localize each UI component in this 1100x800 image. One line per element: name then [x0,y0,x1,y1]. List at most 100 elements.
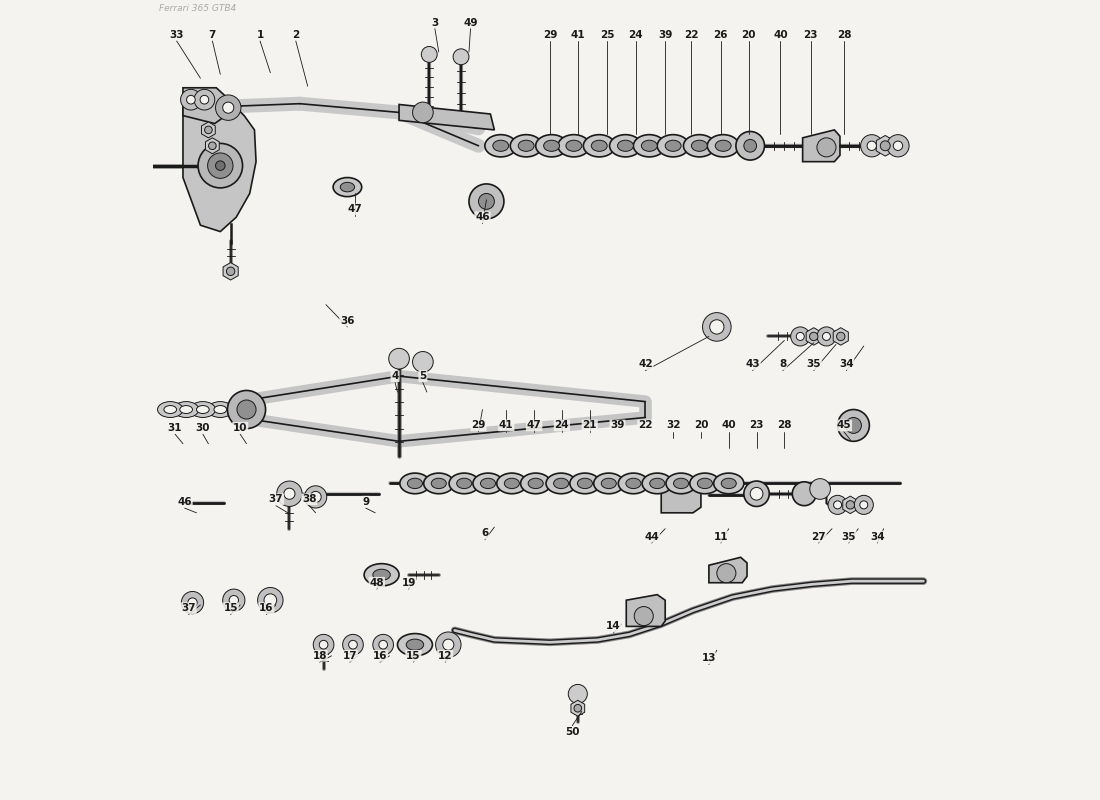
Ellipse shape [497,473,527,494]
Circle shape [378,640,387,649]
Ellipse shape [536,134,568,157]
Text: 18: 18 [312,651,327,661]
Ellipse shape [208,402,233,418]
Text: 50: 50 [565,727,580,737]
Ellipse shape [715,140,732,151]
Circle shape [837,332,845,341]
Ellipse shape [431,478,447,489]
Ellipse shape [673,478,689,489]
Ellipse shape [481,478,496,489]
Circle shape [469,184,504,219]
Text: 11: 11 [714,532,728,542]
Text: 25: 25 [600,30,615,39]
Ellipse shape [493,140,508,151]
Polygon shape [183,100,256,231]
Polygon shape [843,496,858,514]
Text: 37: 37 [268,494,283,504]
Ellipse shape [683,134,715,157]
Ellipse shape [609,134,641,157]
Polygon shape [223,262,239,280]
Text: 20: 20 [694,421,708,430]
Text: 39: 39 [610,421,625,430]
Text: 46: 46 [177,497,191,506]
Text: 5: 5 [419,371,427,381]
Ellipse shape [602,478,616,489]
Text: 13: 13 [702,653,716,663]
Circle shape [205,126,212,134]
Text: 36: 36 [340,315,354,326]
Ellipse shape [406,639,424,650]
Circle shape [187,95,195,104]
Circle shape [222,589,245,611]
Ellipse shape [190,402,216,418]
Text: 6: 6 [481,529,488,538]
Circle shape [182,591,204,614]
Circle shape [791,327,810,346]
Text: 41: 41 [571,30,585,39]
Ellipse shape [510,134,542,157]
Text: 28: 28 [777,421,792,430]
Ellipse shape [666,140,681,151]
Circle shape [349,640,358,649]
Ellipse shape [666,473,696,494]
Polygon shape [833,328,848,345]
Ellipse shape [456,478,472,489]
Ellipse shape [174,402,199,418]
Circle shape [188,598,197,607]
Circle shape [180,90,201,110]
Text: 26: 26 [714,30,728,39]
Text: 43: 43 [746,359,760,370]
Circle shape [373,634,394,655]
Text: Ferrari 365 GTB4: Ferrari 365 GTB4 [160,4,236,14]
Text: 33: 33 [169,30,184,39]
Circle shape [834,501,842,509]
Ellipse shape [626,478,641,489]
Ellipse shape [658,134,689,157]
Circle shape [574,705,582,712]
Text: 38: 38 [302,494,317,504]
Text: 37: 37 [182,603,196,613]
Circle shape [208,153,233,178]
Circle shape [635,606,653,626]
Circle shape [750,487,763,500]
Ellipse shape [504,478,519,489]
Ellipse shape [618,473,649,494]
Circle shape [227,267,234,275]
Circle shape [200,95,209,104]
Text: 47: 47 [527,421,541,430]
Polygon shape [571,700,585,716]
Circle shape [412,351,433,372]
Circle shape [222,102,234,114]
Circle shape [855,495,873,514]
Text: 22: 22 [684,30,699,39]
Circle shape [305,486,327,508]
Circle shape [229,595,239,605]
Polygon shape [877,135,894,156]
Text: 16: 16 [260,603,274,613]
Circle shape [817,327,836,346]
Ellipse shape [634,134,665,157]
Circle shape [198,143,243,188]
Circle shape [236,400,256,419]
Circle shape [710,320,724,334]
Circle shape [837,410,869,442]
Circle shape [860,501,868,509]
Circle shape [453,49,469,65]
Polygon shape [201,122,216,138]
Text: 35: 35 [842,532,856,542]
Text: 15: 15 [406,651,420,661]
Circle shape [817,138,836,157]
Ellipse shape [697,478,713,489]
Text: 40: 40 [722,421,736,430]
Circle shape [343,634,363,655]
Text: 41: 41 [499,421,514,430]
Ellipse shape [578,478,593,489]
Text: 30: 30 [196,423,210,433]
Ellipse shape [197,406,209,414]
Circle shape [412,102,433,122]
Text: 21: 21 [583,421,597,430]
Circle shape [277,481,302,506]
Ellipse shape [543,140,560,151]
Text: 1: 1 [256,30,264,39]
Ellipse shape [707,134,739,157]
